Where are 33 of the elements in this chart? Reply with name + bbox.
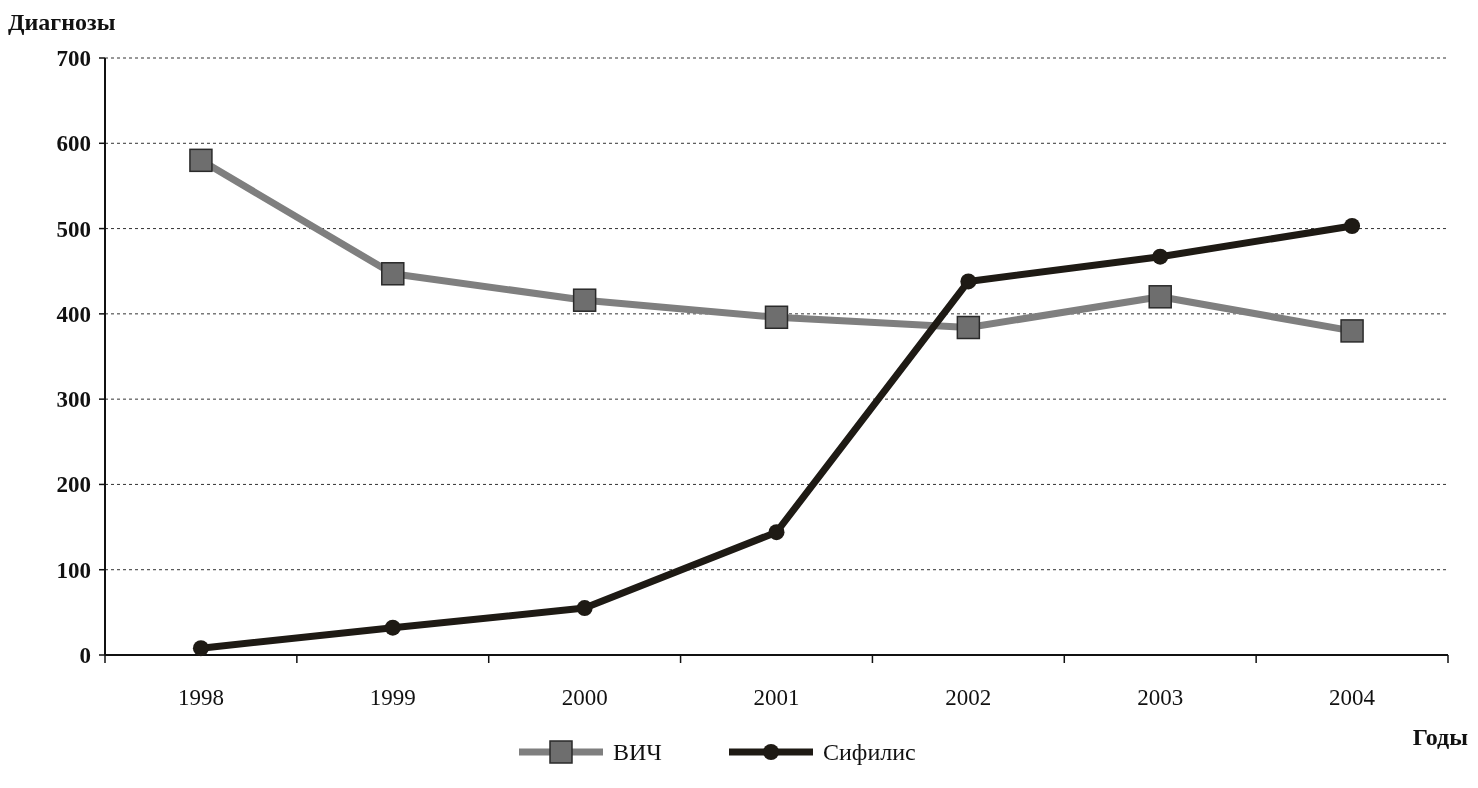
point <box>1152 248 1169 265</box>
x-tick-label: 2002 <box>945 685 992 710</box>
y-tick-label: 600 <box>56 131 91 157</box>
x-tick-label: 2000 <box>561 685 608 710</box>
point <box>1148 285 1172 309</box>
point <box>960 273 977 290</box>
point <box>1340 319 1364 343</box>
x-tick-label: 1998 <box>177 685 224 710</box>
x-tick-label: 2003 <box>1137 685 1184 710</box>
point <box>384 619 401 636</box>
y-tick-label: 700 <box>56 46 91 72</box>
point <box>572 288 597 312</box>
point <box>381 262 405 286</box>
point <box>1344 218 1361 235</box>
y-tick-label: 300 <box>56 387 91 413</box>
x-tick-label: 2001 <box>753 685 800 710</box>
point <box>764 305 789 330</box>
x-tick-label: 1999 <box>369 685 416 710</box>
x-tick-label: 2004 <box>1329 685 1376 710</box>
point <box>189 148 213 173</box>
point <box>956 315 981 340</box>
legend-label: Сифилис <box>823 739 916 766</box>
y-tick-label: 400 <box>56 301 91 327</box>
y-tick-label: 200 <box>56 472 91 498</box>
point <box>768 524 785 541</box>
point <box>576 600 593 617</box>
y-axis-title: Диагнозы <box>8 9 116 35</box>
y-tick-label: 100 <box>56 557 91 583</box>
y-tick-label: 0 <box>79 643 91 669</box>
point <box>192 640 209 657</box>
x-axis-title: Годы <box>1412 724 1469 750</box>
y-tick-label: 500 <box>56 216 91 242</box>
legend-label: ВИЧ <box>613 739 662 766</box>
